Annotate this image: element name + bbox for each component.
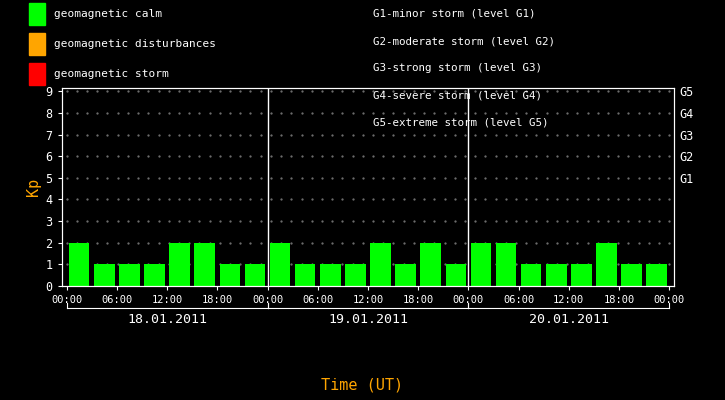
Bar xyxy=(370,243,391,286)
Bar xyxy=(144,264,165,286)
Bar xyxy=(596,243,617,286)
Bar xyxy=(170,243,190,286)
Bar xyxy=(69,243,89,286)
Bar xyxy=(621,264,642,286)
Text: 20.01.2011: 20.01.2011 xyxy=(529,313,609,326)
Text: G5-extreme storm (level G5): G5-extreme storm (level G5) xyxy=(373,118,549,128)
Y-axis label: Kp: Kp xyxy=(26,178,41,196)
Bar xyxy=(571,264,592,286)
Text: geomagnetic disturbances: geomagnetic disturbances xyxy=(54,39,215,49)
Bar xyxy=(244,264,265,286)
Bar xyxy=(270,243,290,286)
Bar xyxy=(496,243,516,286)
Bar xyxy=(295,264,315,286)
Bar xyxy=(471,243,492,286)
Bar xyxy=(647,264,667,286)
Bar xyxy=(345,264,365,286)
Bar xyxy=(94,264,115,286)
Text: geomagnetic storm: geomagnetic storm xyxy=(54,69,168,79)
Text: G3-strong storm (level G3): G3-strong storm (level G3) xyxy=(373,64,542,74)
Bar xyxy=(220,264,240,286)
Text: 18.01.2011: 18.01.2011 xyxy=(127,313,207,326)
Text: G1-minor storm (level G1): G1-minor storm (level G1) xyxy=(373,9,536,19)
Bar xyxy=(320,264,341,286)
Text: geomagnetic calm: geomagnetic calm xyxy=(54,9,162,19)
Text: G4-severe storm (level G4): G4-severe storm (level G4) xyxy=(373,91,542,101)
Bar xyxy=(194,243,215,286)
Text: Time (UT): Time (UT) xyxy=(321,377,404,392)
Text: 19.01.2011: 19.01.2011 xyxy=(328,313,408,326)
Bar xyxy=(546,264,566,286)
Bar xyxy=(395,264,416,286)
Bar xyxy=(521,264,542,286)
Bar xyxy=(119,264,140,286)
Bar xyxy=(420,243,441,286)
Bar xyxy=(446,264,466,286)
Text: G2-moderate storm (level G2): G2-moderate storm (level G2) xyxy=(373,36,555,46)
